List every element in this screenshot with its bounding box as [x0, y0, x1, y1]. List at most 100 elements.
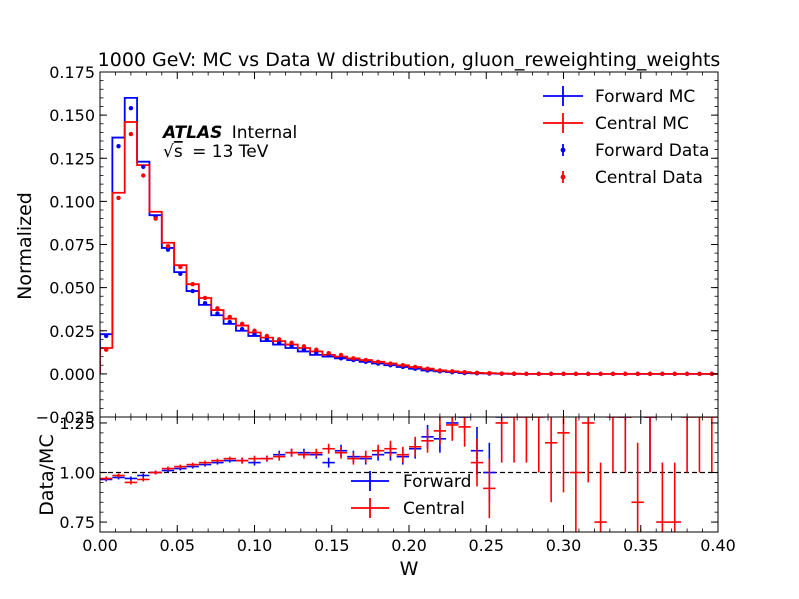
data-point-forward-data — [301, 347, 307, 352]
x-axis-label: W — [400, 558, 419, 580]
data-point-central-data — [524, 371, 529, 377]
data-point-central-data — [672, 371, 677, 377]
data-point-forward-data — [141, 164, 146, 170]
svg-text:ATLAS Internal: ATLAS Internal — [161, 123, 297, 143]
data-point-central-data — [450, 369, 455, 374]
ratio-legend-label-central: Central — [403, 499, 465, 519]
y-tick-label: 0.175 — [49, 63, 95, 82]
legend-label-central-data: Central Data — [595, 168, 703, 188]
legend-label-central-mc: Central MC — [595, 114, 689, 134]
data-point-central-data — [141, 173, 146, 178]
data-point-forward-data — [314, 350, 319, 356]
data-point-forward-data — [165, 247, 171, 252]
y-tick-label: 0.000 — [49, 365, 95, 384]
data-point-central-data — [277, 337, 282, 342]
data-point-central-data — [178, 264, 183, 270]
main-plot-area: −0.025 0.000 0.025 0.050 0.075 0.100 0.125 0.15… — [36, 63, 719, 427]
legend-label-forward-data: Forward Data — [595, 141, 709, 161]
x-tick-label: 0.20 — [391, 536, 427, 555]
atlas-label: ATLAS Internal √s = 13 TeV — [161, 123, 297, 162]
data-point-central-data — [400, 363, 406, 368]
data-point-central-data — [363, 357, 368, 363]
data-point-forward-data — [190, 288, 195, 294]
atlas-experiment: ATLAS — [161, 123, 222, 143]
data-point-central-data — [116, 195, 121, 201]
data-point-central-data — [511, 371, 517, 376]
data-point-central-data — [561, 371, 566, 377]
sqrt-symbol: √ — [163, 142, 174, 162]
data-point-central-data — [215, 306, 220, 311]
data-point-forward-data — [178, 271, 183, 277]
data-point-forward-data — [202, 300, 208, 306]
y-tick-label: 0.150 — [49, 106, 95, 125]
data-point-central-data — [338, 352, 344, 358]
ratio-y-tick-label: 1.00 — [59, 464, 95, 483]
main-series-group — [100, 96, 718, 377]
ratio-y-tick-label: 0.75 — [59, 513, 95, 532]
legend-swatch-central-data — [560, 174, 566, 180]
data-point-central-data — [314, 347, 319, 352]
data-point-central-data — [647, 371, 653, 377]
data-point-central-data — [128, 131, 134, 137]
data-point-central-data — [412, 364, 418, 370]
data-point-central-data — [697, 371, 702, 377]
series-line-central-mc — [100, 121, 718, 375]
ratio-legend: Forward Central — [351, 471, 471, 519]
data-point-central-data — [499, 371, 504, 376]
data-point-central-data — [190, 281, 195, 287]
data-point-central-data — [202, 295, 208, 301]
data-point-forward-data — [239, 326, 245, 332]
data-point-central-data — [252, 328, 257, 333]
energy-value: = 13 TeV — [192, 142, 269, 162]
data-point-forward-data — [227, 319, 232, 325]
data-point-central-data — [536, 371, 541, 377]
data-point-central-data — [635, 371, 640, 377]
ratio-series-group — [100, 417, 718, 532]
data-point-central-data — [548, 371, 554, 377]
data-point-forward-data — [277, 340, 282, 346]
data-point-forward-data — [289, 344, 294, 349]
data-point-central-data — [660, 371, 665, 377]
y-tick-label: −0.025 — [36, 408, 95, 427]
y-tick-label: 0.125 — [49, 149, 95, 168]
x-tick-label: 0.00 — [82, 536, 118, 555]
data-point-central-data — [264, 333, 270, 339]
x-tick-label: 0.35 — [623, 536, 659, 555]
data-point-central-data — [462, 369, 467, 375]
main-legend: Forward MC Central MC Forward Data Central … — [543, 86, 709, 188]
data-point-central-data — [684, 371, 690, 377]
ratio-plot-area: 0.75 1.00 1.25 0.00 0.05 0.10 0.15 0.20 0.25 0.30… — [59, 414, 735, 555]
data-point-forward-data — [128, 106, 134, 111]
data-point-central-data — [586, 371, 591, 377]
svg-text:√s = 13 TeV: √s = 13 TeV — [163, 142, 269, 162]
data-point-central-data — [623, 371, 628, 377]
y-tick-label: 0.025 — [49, 322, 95, 341]
data-point-central-data — [598, 371, 603, 377]
data-point-central-data — [375, 359, 381, 364]
y-axis-label-ratio: Data/MC — [36, 434, 58, 515]
x-tick-label: 0.05 — [159, 536, 195, 555]
x-tick-label: 0.15 — [314, 536, 350, 555]
data-point-central-data — [103, 347, 109, 352]
legend-label-forward-mc: Forward MC — [595, 87, 695, 107]
data-point-central-data — [474, 370, 480, 376]
data-point-forward-data — [103, 333, 109, 339]
data-point-forward-data — [252, 332, 257, 337]
data-point-central-data — [153, 216, 158, 221]
data-point-forward-data — [116, 143, 121, 149]
data-point-central-data — [437, 368, 443, 373]
x-tick-label: 0.10 — [237, 536, 273, 555]
data-point-forward-data — [264, 337, 270, 342]
y-tick-label: 0.050 — [49, 279, 95, 298]
data-point-central-data — [239, 321, 245, 327]
data-point-forward-data — [338, 356, 344, 361]
data-point-central-data — [289, 340, 294, 346]
data-point-central-data — [388, 361, 393, 366]
data-point-central-data — [425, 366, 430, 371]
atlas-status: Internal — [232, 123, 298, 143]
data-point-central-data — [487, 370, 492, 376]
energy-sqrt-arg: s — [174, 142, 183, 162]
data-point-central-data — [165, 244, 171, 249]
x-tick-label: 0.30 — [546, 536, 582, 555]
